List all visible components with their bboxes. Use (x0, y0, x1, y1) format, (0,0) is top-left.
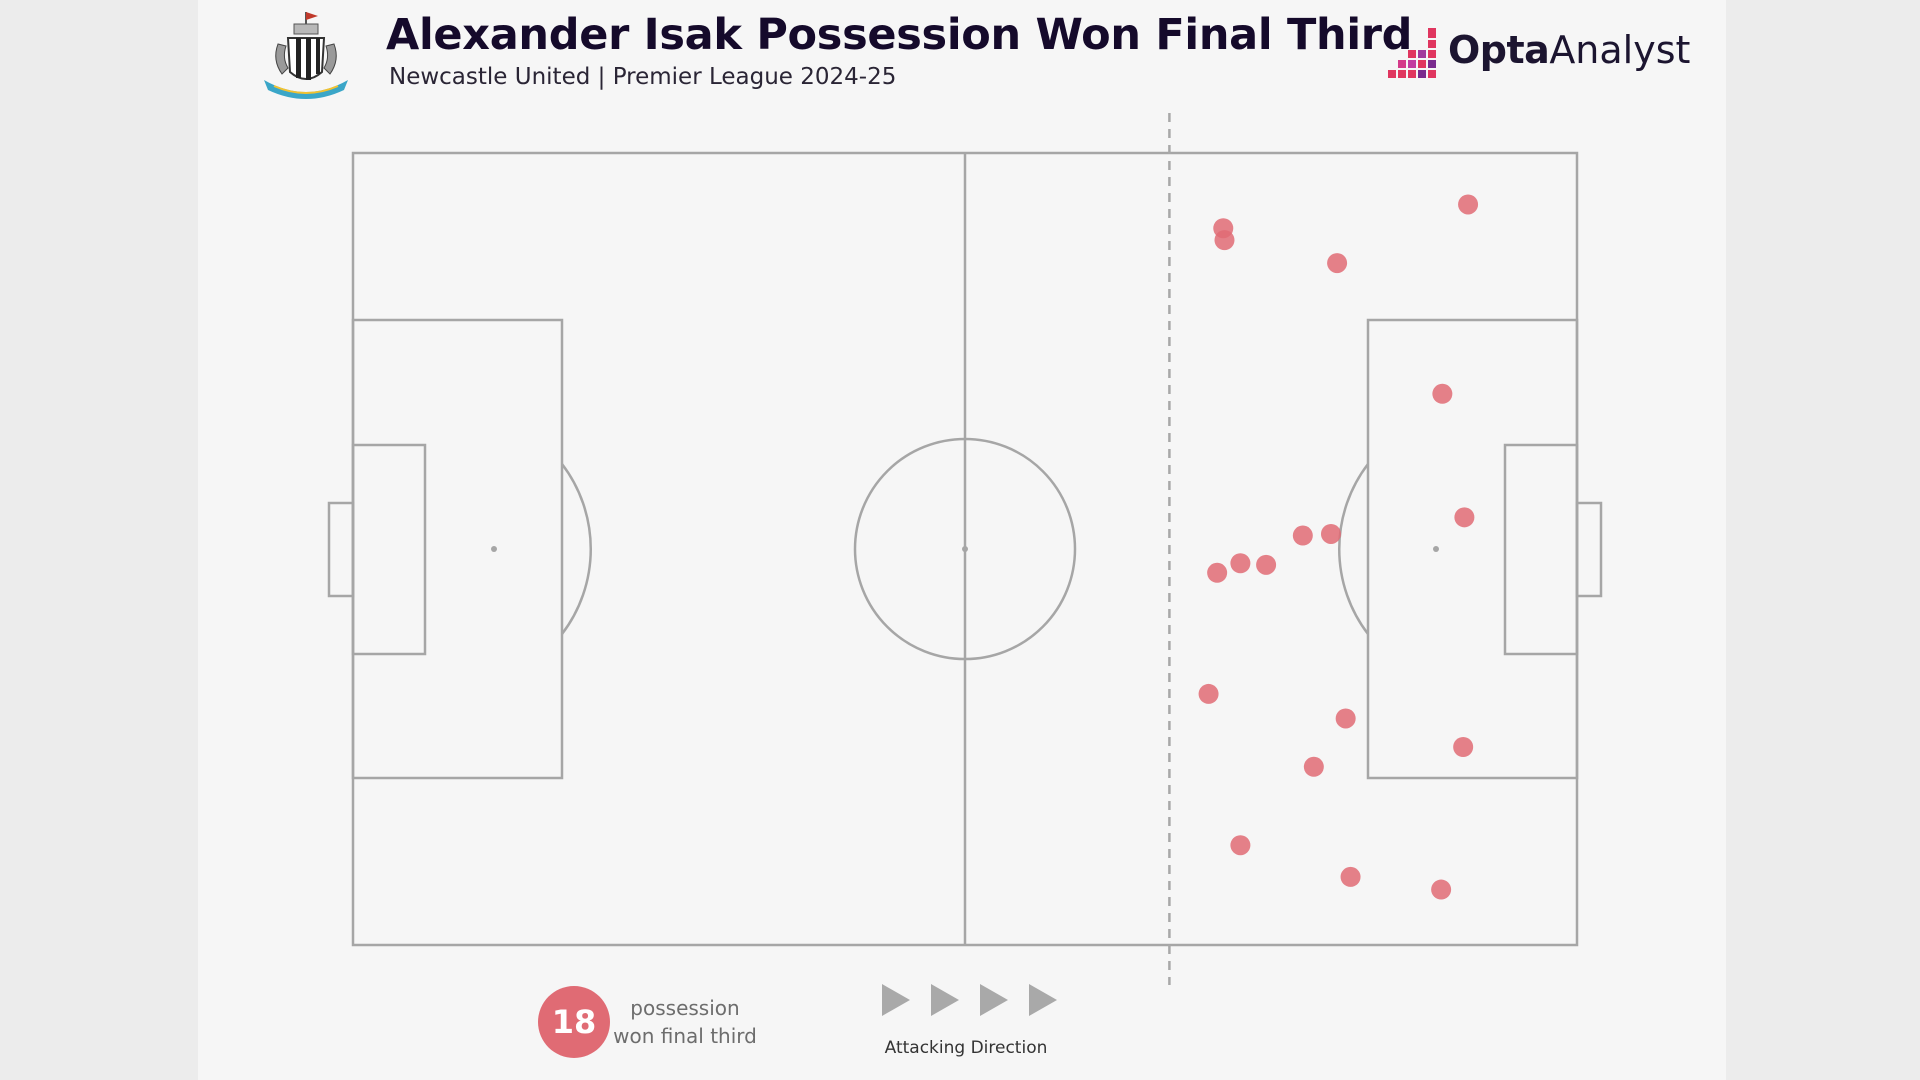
brand-light: Analyst (1549, 28, 1691, 72)
left-penalty-area (351, 318, 564, 780)
newcastle-united-crest-icon (264, 12, 348, 99)
possession-won-point (1327, 253, 1348, 274)
centre-spot (962, 546, 968, 552)
possession-won-point (1320, 523, 1341, 544)
attacking-direction-label: Attacking Direction (884, 1038, 1048, 1058)
chart-subtitle: Newcastle United | Premier League 2024-2… (389, 64, 897, 90)
right-penalty-spot (1433, 546, 1439, 552)
possession-won-point (1230, 553, 1251, 574)
possession-won-point (1303, 756, 1324, 777)
possession-won-point (1256, 554, 1277, 575)
possession-won-point (1431, 879, 1452, 900)
brand-bold: Opta (1448, 28, 1550, 72)
right-six-yard-box (1503, 443, 1579, 656)
centre-circle (853, 437, 1077, 661)
possession-won-point (1432, 383, 1453, 404)
play-arrow-icon (1029, 984, 1057, 1016)
chart-card (198, 0, 1726, 1080)
right-penalty-area (1366, 318, 1579, 780)
left-penalty-arc (561, 463, 592, 635)
left-six-yard-box (351, 443, 427, 656)
possession-won-point (1335, 708, 1356, 729)
count-badge: 18 (538, 986, 610, 1058)
possession-won-point (1458, 194, 1479, 215)
play-arrow-icon (980, 984, 1008, 1016)
count-label-line1: possession (630, 996, 740, 1020)
count-badge-label: possession won final third (612, 994, 758, 1050)
possession-won-point (1207, 562, 1228, 583)
possession-won-point (1230, 835, 1251, 856)
right-goal (1575, 501, 1603, 598)
count-label-line2: won final third (613, 1024, 757, 1048)
possession-won-point (1454, 507, 1475, 528)
attacking-direction-arrows (882, 984, 1057, 1016)
right-penalty-arc (1338, 463, 1369, 635)
opta-analyst-logo: OptaAnalyst (1448, 28, 1690, 72)
pitch-markings (327, 151, 1603, 947)
opta-bars-icon (1388, 28, 1436, 78)
possession-won-point (1292, 525, 1313, 546)
play-arrow-icon (882, 984, 910, 1016)
possession-won-point (1340, 866, 1361, 887)
possession-won-point (1214, 230, 1235, 251)
chart-title: Alexander Isak Possession Won Final Thir… (386, 10, 1413, 60)
left-penalty-spot (491, 546, 497, 552)
play-arrow-icon (931, 984, 959, 1016)
points-layer (1198, 194, 1479, 900)
possession-won-point (1198, 683, 1219, 704)
left-goal (327, 501, 355, 598)
possession-won-point (1453, 737, 1474, 757)
